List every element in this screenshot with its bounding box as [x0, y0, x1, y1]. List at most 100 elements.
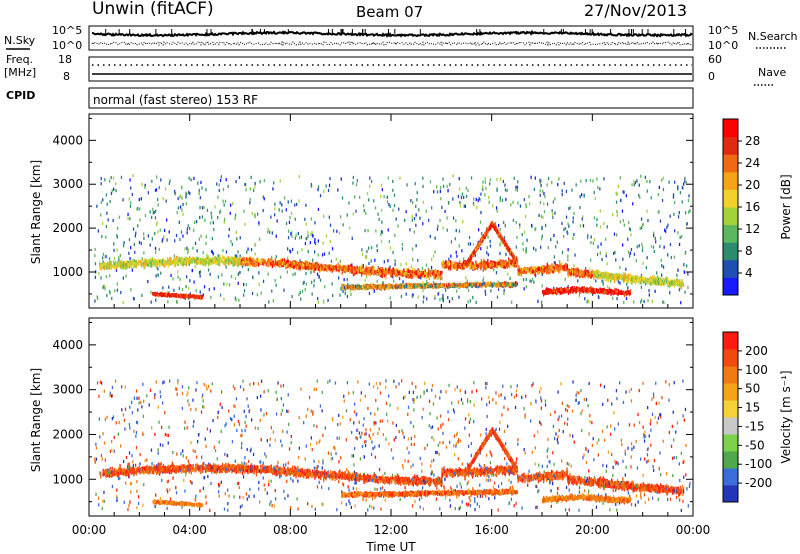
- data-cell: [336, 229, 338, 233]
- data-cell: [633, 179, 635, 183]
- data-cell: [232, 257, 234, 261]
- data-cell: [293, 259, 295, 264]
- data-cell: [340, 215, 342, 219]
- data-cell: [336, 266, 338, 271]
- data-cell: [145, 260, 147, 264]
- data-cell: [298, 262, 300, 266]
- data-cell: [422, 200, 425, 204]
- data-cell: [667, 253, 669, 257]
- data-cell: [422, 289, 424, 293]
- data-cell: [251, 258, 253, 262]
- data-cell: [613, 232, 616, 236]
- data-cell: [314, 250, 316, 254]
- data-cell: [466, 265, 468, 269]
- data-cell: [305, 272, 307, 276]
- data-cell: [553, 270, 555, 274]
- data-cell: [515, 264, 517, 268]
- data-cell: [312, 264, 314, 268]
- data-cell: [499, 260, 501, 264]
- data-cell: [337, 262, 339, 266]
- data-cell: [291, 234, 293, 238]
- data-cell: [269, 261, 271, 265]
- data-cell: [141, 293, 143, 297]
- data-cell: [440, 270, 442, 274]
- data-cell: [281, 203, 283, 207]
- data-cell: [681, 279, 683, 283]
- data-cell: [211, 237, 213, 241]
- data-cell: [329, 239, 331, 244]
- data-cell: [539, 180, 541, 184]
- data-cell: [487, 262, 489, 266]
- data-cell: [533, 187, 535, 191]
- data-cell: [452, 197, 454, 201]
- data-cell: [496, 262, 498, 266]
- data-cell: [271, 289, 273, 293]
- data-cell: [546, 266, 549, 270]
- data-cell: [189, 191, 191, 196]
- data-cell: [178, 286, 180, 290]
- data-cell: [601, 257, 603, 262]
- data-cell: [658, 279, 660, 283]
- data-cell: [166, 218, 168, 222]
- cpid-label: CPID: [6, 89, 35, 102]
- data-cell: [217, 216, 219, 220]
- data-cell: [292, 273, 294, 277]
- data-cell: [147, 260, 149, 264]
- data-cell: [254, 252, 256, 256]
- data-cell: [376, 244, 378, 248]
- data-cell: [350, 264, 352, 268]
- data-cell: [188, 286, 190, 291]
- data-cell: [188, 262, 190, 266]
- data-cell: [190, 178, 192, 182]
- data-cell: [581, 193, 583, 197]
- data-cell: [612, 213, 614, 217]
- data-cell: [129, 178, 131, 182]
- data-cell: [540, 267, 542, 271]
- data-cell: [157, 203, 159, 207]
- data-cell: [310, 262, 313, 266]
- data-cell: [625, 278, 627, 282]
- data-cell: [313, 267, 315, 271]
- data-cell: [471, 262, 474, 266]
- data-cell: [102, 256, 104, 260]
- data-cell: [180, 261, 183, 265]
- data-cell: [347, 264, 350, 268]
- data-cell: [230, 274, 233, 279]
- data-cell: [535, 274, 537, 278]
- data-cell: [425, 263, 428, 267]
- data-cell: [530, 266, 532, 270]
- data-cell: [128, 251, 130, 255]
- data-cell: [288, 220, 291, 224]
- data-cell: [470, 176, 473, 180]
- data-cell: [603, 177, 605, 181]
- data-cell: [592, 179, 594, 183]
- data-cell: [162, 258, 164, 262]
- data-cell: [202, 251, 204, 255]
- data-cell: [210, 296, 212, 300]
- data-cell: [280, 261, 282, 265]
- data-cell: [278, 263, 280, 267]
- data-cell: [368, 291, 371, 295]
- data-cell: [659, 279, 662, 284]
- data-cell: [544, 266, 546, 270]
- cpid-text: normal (fast stereo) 153 RF: [93, 93, 258, 107]
- data-cell: [553, 255, 555, 259]
- data-cell: [525, 277, 527, 282]
- data-cell: [179, 256, 181, 260]
- data-cell: [217, 275, 219, 279]
- data-cell: [566, 265, 568, 269]
- data-cell: [625, 296, 628, 300]
- data-cell: [414, 274, 417, 278]
- data-cell: [118, 256, 120, 260]
- data-cell: [377, 212, 379, 216]
- data-cell: [484, 193, 486, 197]
- data-cell: [516, 256, 518, 261]
- data-cell: [226, 257, 228, 261]
- data-cell: [103, 262, 105, 267]
- data-cell: [431, 269, 433, 273]
- data-cell: [385, 267, 387, 271]
- data-cell: [212, 221, 214, 225]
- data-cell: [241, 260, 244, 264]
- data-cell: [292, 259, 294, 263]
- data-cell: [360, 266, 362, 270]
